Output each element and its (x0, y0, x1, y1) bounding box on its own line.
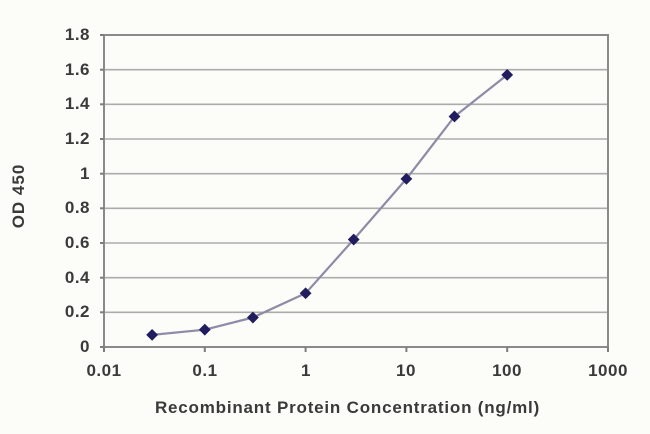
y-tick-label: 1.8 (64, 25, 90, 44)
data-point-marker (501, 68, 514, 81)
x-tick-label: 1 (301, 361, 311, 380)
plot-border (103, 34, 609, 348)
series-line (151, 74, 508, 336)
x-tick-label: 0.01 (86, 361, 122, 380)
y-tick-label: 0.2 (64, 302, 90, 321)
y-tick-label: 1 (80, 164, 90, 183)
data-point-marker (146, 328, 159, 341)
y-tick-label: 0.4 (64, 268, 90, 287)
data-point-marker (448, 110, 461, 123)
y-tick-label: 0 (80, 337, 90, 356)
x-tick-label: 10 (396, 361, 416, 380)
y-tick-label: 1.6 (64, 60, 90, 79)
x-tick-label: 1000 (588, 361, 628, 380)
x-axis-title: Recombinant Protein Concentration (ng/ml… (154, 398, 541, 417)
y-tick-label: 0.8 (64, 198, 90, 217)
data-point-marker (347, 233, 360, 246)
y-tick-label: 0.6 (64, 233, 90, 252)
y-tick-label: 1.4 (64, 94, 90, 113)
x-tick-label: 100 (492, 361, 522, 380)
y-tick-label: 1.2 (64, 129, 90, 148)
x-tick-label: 0.1 (192, 361, 218, 380)
data-point-marker (400, 172, 413, 185)
data-point-marker (198, 323, 211, 336)
data-point-marker (246, 311, 259, 324)
data-point-marker (299, 287, 312, 300)
